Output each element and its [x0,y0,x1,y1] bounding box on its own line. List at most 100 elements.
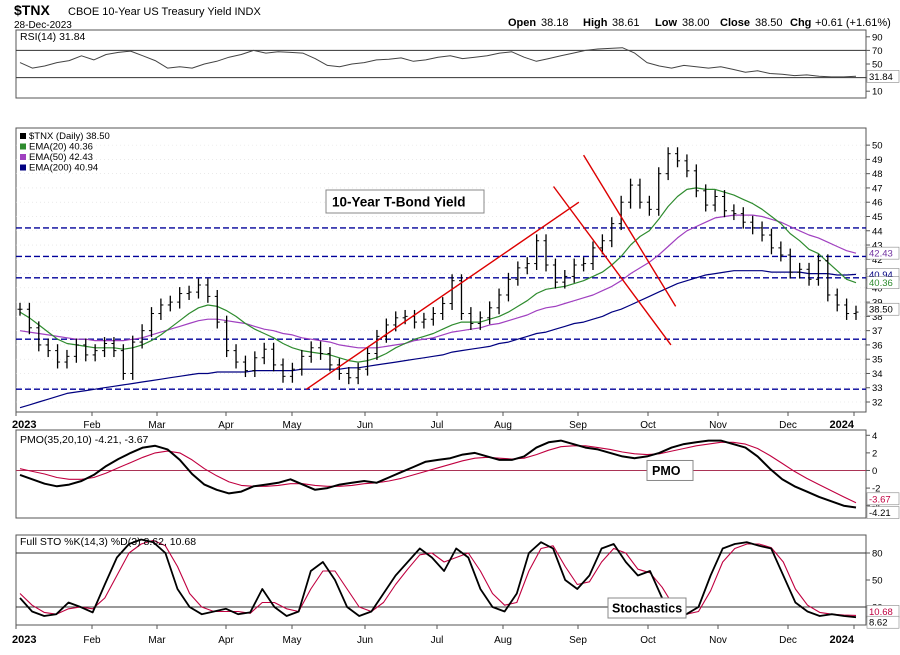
legend-swatch [20,164,26,171]
x-tick-label: 2023 [12,634,36,646]
x-tick-label: Sep [569,420,587,431]
rsi-last-value-box [866,70,900,83]
price-right-label-box [866,246,900,260]
y-tick-label: 49 [872,155,883,166]
x-tick-label: Apr [218,635,234,646]
y-tick-label: 42 [872,255,883,266]
high-label: High [583,17,608,29]
x-tick-label: May [283,635,302,646]
trend-channel-line [306,201,580,390]
legend-entry: EMA(20) 40.36 [29,142,93,153]
symbol-label: $TNX [14,2,50,18]
legend-entry: EMA(200) 40.94 [29,163,98,174]
x-tick-label: Nov [709,420,727,431]
x-tick-label: Aug [494,420,512,431]
chg-label: Chg [790,17,811,29]
y-tick-label: -2 [872,484,880,495]
low-value: 38.00 [682,17,710,29]
close-value: 38.50 [755,17,783,29]
x-axis-middle: 2023 Feb Mar Apr May Jun Jul Aug Sep Oct Nov Dec 202… [12,412,855,431]
x-tick-label: May [283,420,302,431]
x-axis-bottom: 2023 Feb Mar Apr May Jun Jul Aug Sep Oct Nov Dec 202… [12,625,855,646]
sto-annotation: Stochastics [612,602,682,616]
sto-k-last: 8.62 [869,618,888,629]
legend-entry: $TNX (Daily) 38.50 [29,131,110,142]
x-tick-label: Dec [779,635,797,646]
pmo-signal-last: -3.67 [869,494,891,505]
x-tick-label: Apr [218,420,234,431]
annotation-box [325,189,485,214]
panel-frame [15,127,867,413]
close-label: Close [720,17,750,29]
sto-title: Full STO %K(14,3) %D(3) 8.62, 10.68 [20,536,196,548]
y-tick-label: 44 [872,226,883,237]
y-tick-label: 32 [872,398,883,409]
sto-k-line [19,538,857,619]
y-tick-label: 10 [872,87,883,98]
x-tick-label: Oct [640,420,656,431]
x-tick-label: Jun [357,635,373,646]
y-tick-label: 2 [872,448,877,459]
legend-swatch [20,133,26,139]
pmo-last-box [866,506,900,519]
panel-frame [15,429,867,519]
y-tick-label: 47 [872,183,883,194]
x-tick-label: 2024 [830,634,855,646]
ema200-line [19,270,857,409]
x-tick-label: Jul [431,420,444,431]
x-tick-label: Mar [148,420,166,431]
open-value: 38.18 [541,17,569,29]
chg-value: +0.61 (+1.61%) [815,17,891,29]
ema20-line [19,187,857,363]
x-tick-label: Jul [431,635,444,646]
rsi-line [19,47,857,78]
sto-annotation-box [607,597,687,619]
pmo-annotation: PMO [652,464,681,478]
y-tick-label: 48 [872,169,883,180]
legend-swatch [20,154,26,160]
x-tick-label: 2023 [12,419,36,431]
symbol-name: CBOE 10-Year US Treasury Yield INDX [68,6,261,18]
chart-date: 28-Dec-2023 [14,20,72,31]
price-right-label: 42.43 [869,249,893,260]
y-tick-label: 45 [872,212,883,223]
pmo-annotation-box [646,459,694,481]
x-tick-label: Aug [494,635,512,646]
x-tick-label: Feb [83,420,101,431]
sto-k-last-box [866,615,900,629]
high-value: 38.61 [612,17,640,29]
x-tick-label: 2024 [830,419,855,431]
pmo-signal-line [19,441,857,504]
rsi-title: RSI(14) 31.84 [20,31,86,43]
open-label: Open [508,17,536,29]
price-right-label: 40.36 [869,278,893,289]
ema50-line [19,214,857,349]
x-tick-label: Oct [640,635,656,646]
y-tick-label: 33 [872,383,883,394]
pmo-line [19,439,857,509]
y-tick-label: 37 [872,326,883,337]
y-tick-label: 38 [872,312,883,323]
x-tick-label: Sep [569,635,587,646]
panel-frame [15,534,867,626]
y-tick-label: 4 [872,431,877,442]
trend-channel-line [552,186,672,346]
sto-d-last: 10.68 [869,607,893,618]
y-tick-label: 46 [872,198,883,209]
price-right-label: 40.94 [869,270,893,281]
stochastics-panel: 205080Full STO %K(14,3) %D(3) 8.62, 10.6… [15,534,900,629]
low-label: Low [655,17,677,29]
x-tick-label: Jun [357,420,373,431]
legend-entry: EMA(50) 42.43 [29,152,93,163]
pmo-last: -4.21 [869,508,891,519]
y-tick-label: 80 [872,549,883,560]
y-tick-label: 90 [872,32,883,43]
y-tick-label: 43 [872,241,883,252]
price-right-label-box [866,276,900,290]
price-right-label: 38.50 [869,305,893,316]
price-right-label-box [866,302,900,316]
trend-channel-line [582,154,677,307]
